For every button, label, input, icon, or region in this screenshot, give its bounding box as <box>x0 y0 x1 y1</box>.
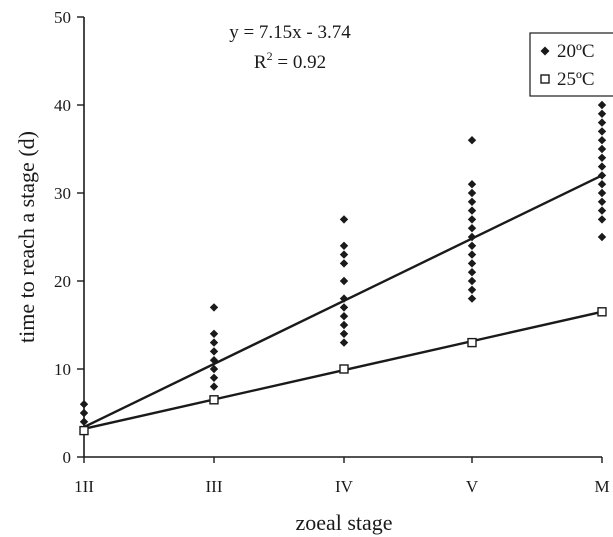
point-20c <box>467 250 477 259</box>
legend: 20ºC 25ºC <box>529 32 613 97</box>
point-25c <box>339 364 349 374</box>
point-20c <box>467 197 477 206</box>
point-20c <box>597 180 607 189</box>
point-20c <box>467 285 477 294</box>
y-tick-label: 40 <box>54 96 71 115</box>
point-20c <box>209 356 219 365</box>
point-20c <box>597 136 607 145</box>
legend-label: 25ºC <box>557 69 595 90</box>
x-tick-label: III <box>206 477 223 496</box>
x-tick-label: 1II <box>74 477 94 496</box>
point-20c <box>467 206 477 215</box>
point-20c <box>79 408 89 418</box>
r-squared-value: = 0.92 <box>273 52 326 73</box>
point-20c <box>597 162 607 171</box>
r-squared-symbol: R <box>254 52 267 73</box>
legend-marker-20c <box>540 46 550 56</box>
point-20c <box>467 268 477 277</box>
point-20c <box>339 338 349 347</box>
point-20c <box>597 127 607 136</box>
axes: 0 10 20 30 40 50 1II III IV V M <box>54 8 610 496</box>
regression-equation: y = 7.15x - 3.74 <box>229 22 351 43</box>
point-25c <box>209 395 219 405</box>
x-axis-title: zoeal stage <box>295 510 392 535</box>
point-20c <box>597 109 607 118</box>
point-20c <box>597 171 607 180</box>
point-20c <box>597 118 607 127</box>
point-20c <box>597 188 607 198</box>
point-20c <box>467 136 477 145</box>
point-20c <box>339 250 349 259</box>
point-20c <box>209 347 219 356</box>
point-25c <box>467 337 477 348</box>
point-20c <box>339 294 349 303</box>
point-20c <box>467 232 477 242</box>
y-tick-label: 10 <box>54 360 71 379</box>
x-tick-label: V <box>466 477 479 496</box>
point-20c <box>597 100 607 110</box>
point-20c <box>597 153 607 162</box>
legend-box <box>529 32 613 97</box>
point-20c <box>339 241 349 250</box>
point-25c <box>597 307 607 317</box>
point-25c <box>79 425 89 436</box>
y-tick-label: 20 <box>54 272 71 291</box>
legend-marker-25c <box>540 74 550 84</box>
point-20c <box>467 276 477 286</box>
point-20c <box>467 224 477 233</box>
point-20c <box>467 215 477 224</box>
point-20c <box>597 215 607 224</box>
point-20c <box>339 320 349 330</box>
data-points <box>79 100 607 436</box>
point-20c <box>467 294 477 303</box>
point-20c <box>339 215 349 224</box>
y-tick-label: 30 <box>54 184 71 203</box>
r-squared-label: R2 = 0.92 <box>254 49 326 73</box>
point-20c <box>339 276 349 286</box>
point-20c <box>209 373 219 382</box>
r-squared-exponent: 2 <box>267 49 273 63</box>
point-20c <box>209 382 219 391</box>
point-20c <box>79 417 89 426</box>
point-20c <box>79 400 89 409</box>
y-tick-label: 0 <box>63 448 72 467</box>
point-20c <box>597 206 607 215</box>
trend-lines <box>83 174 603 431</box>
point-20c <box>339 329 349 338</box>
point-20c <box>209 329 219 338</box>
legend-label: 20ºC <box>557 41 595 62</box>
x-tick-label: IV <box>335 477 354 496</box>
point-20c <box>209 364 219 374</box>
point-20c <box>467 241 477 250</box>
regression-annotation: y = 7.15x - 3.74 R2 = 0.92 <box>229 22 351 73</box>
y-tick-label: 50 <box>54 8 71 27</box>
point-20c <box>597 197 607 206</box>
point-20c <box>209 303 219 312</box>
point-20c <box>597 232 607 242</box>
point-20c <box>339 303 349 312</box>
point-20c <box>339 312 349 321</box>
point-20c <box>339 259 349 268</box>
point-20c <box>209 338 219 347</box>
x-tick-label: M <box>594 477 609 496</box>
y-axis-title: time to reach a stage (d) <box>14 131 39 343</box>
point-20c <box>467 188 477 198</box>
point-20c <box>467 259 477 268</box>
point-20c <box>597 144 607 154</box>
point-20c <box>467 180 477 189</box>
